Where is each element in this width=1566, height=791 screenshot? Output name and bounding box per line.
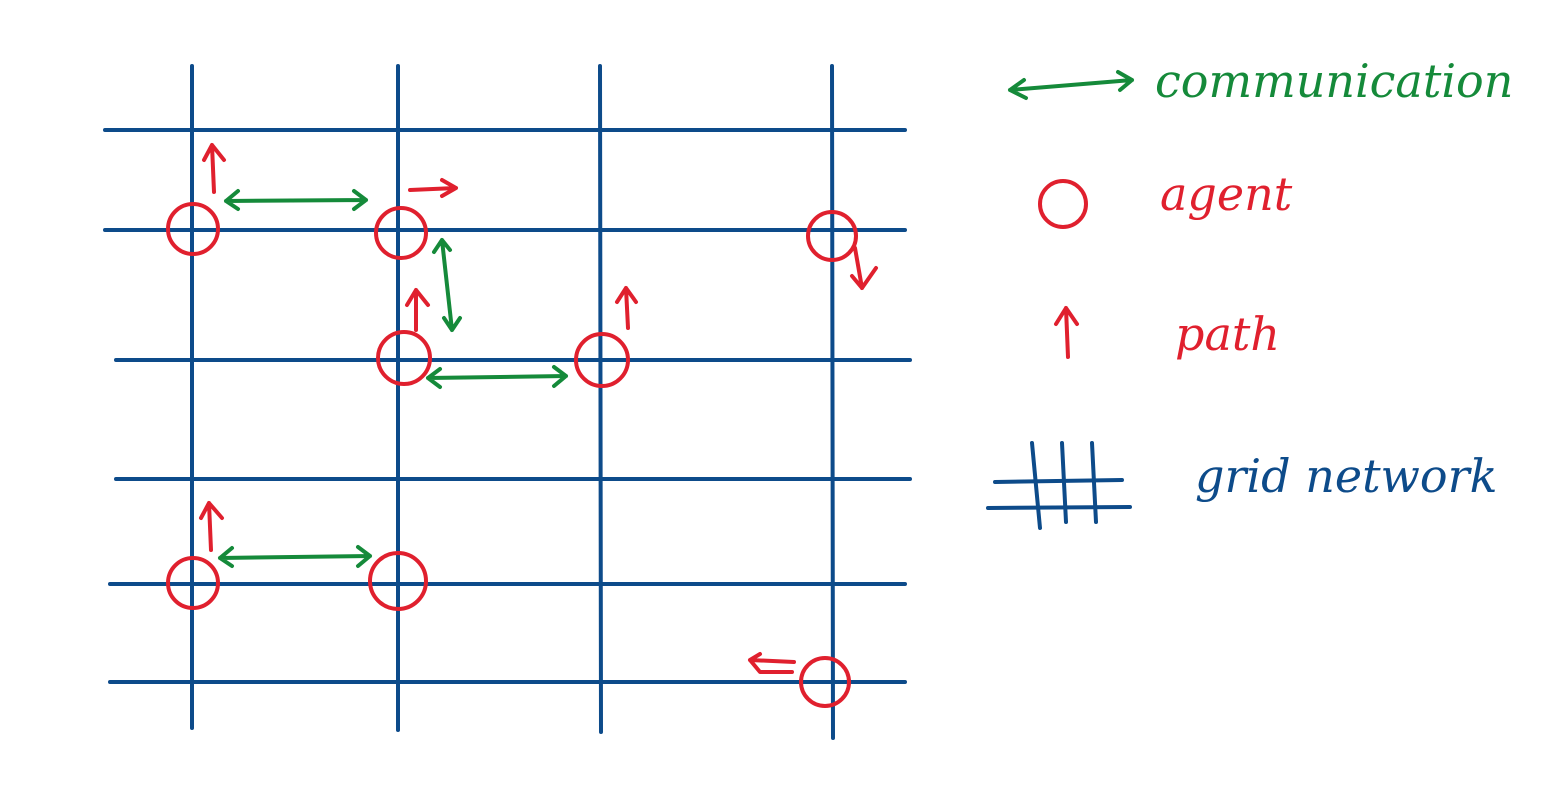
communication-arrow	[426, 365, 568, 389]
legend-grid-network-label: grid network	[1195, 449, 1497, 503]
grid-vertical-line	[598, 64, 603, 734]
agent-circle	[166, 202, 220, 256]
agent-circle	[799, 656, 851, 708]
grid-vertical-line	[830, 64, 835, 740]
path-arrow-up	[202, 143, 226, 194]
agent-circle	[166, 556, 220, 610]
agent-circle	[574, 332, 630, 388]
legend: communication agent path grid network	[986, 54, 1513, 530]
agent-circle	[376, 330, 432, 386]
legend-path-arrow	[1054, 306, 1079, 359]
communication-arrow	[224, 189, 368, 211]
path-arrows	[199, 143, 878, 674]
path-arrow-up	[615, 286, 638, 330]
legend-agent-label: agent	[1160, 167, 1293, 221]
grid-vertical-lines	[190, 64, 835, 740]
agent-circle	[368, 551, 428, 611]
agents	[166, 202, 858, 708]
path-arrow-right	[408, 178, 458, 198]
agent-circle	[806, 210, 858, 262]
path-arrow-up	[199, 501, 224, 552]
path-arrow-down	[850, 246, 878, 290]
legend-communication-arrow	[1008, 70, 1134, 100]
legend-communication-label: communication	[1155, 54, 1513, 108]
legend-grid-icon	[986, 441, 1132, 530]
path-arrow-left	[748, 652, 796, 674]
agent-circle	[374, 206, 428, 260]
legend-agent-circle	[1038, 179, 1088, 229]
grid-horizontal-lines	[103, 128, 912, 684]
communication-arrow	[432, 238, 462, 332]
communication-arrow	[218, 545, 372, 568]
path-arrow-up	[405, 288, 430, 332]
communication-arrows	[218, 189, 568, 568]
legend-path-label: path	[1175, 307, 1280, 361]
